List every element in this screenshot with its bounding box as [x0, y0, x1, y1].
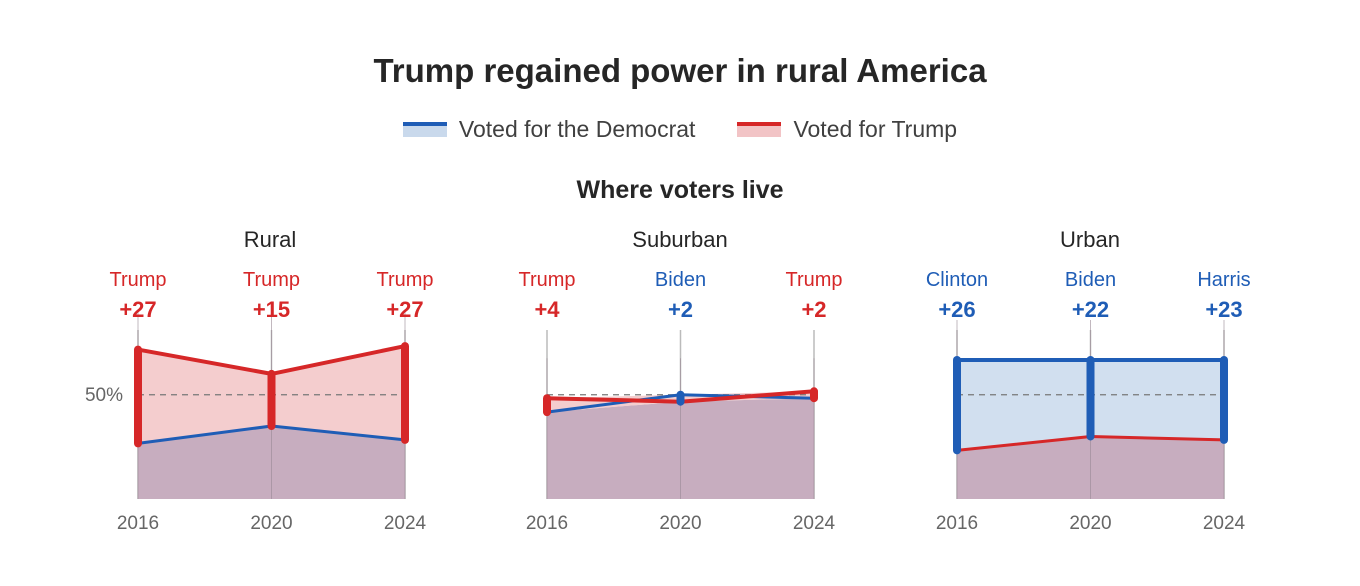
legend-label-trump: Voted for Trump: [793, 116, 958, 142]
legend-label-democrat: Voted for the Democrat: [458, 116, 696, 142]
winner-candidate-label: Clinton: [926, 269, 988, 291]
winner-margin-label: +26: [938, 297, 975, 322]
winner-margin-label: +27: [119, 297, 156, 322]
winner-candidate-label: Trump: [376, 269, 433, 291]
x-tick-label: 2024: [384, 513, 427, 534]
x-tick-label: 2020: [250, 513, 292, 534]
winner-margin-label: +4: [534, 297, 560, 322]
winner-candidate-label: Biden: [1065, 269, 1116, 291]
winner-margin-label: +2: [668, 297, 693, 322]
winner-candidate-label: Trump: [518, 269, 575, 291]
legend-swatch-democrat: [402, 122, 447, 137]
winner-candidate-label: Harris: [1197, 269, 1250, 291]
panel-urban: Urban Clinton +26 Biden +22 Harris +23 2016 2020…: [926, 227, 1251, 534]
panel-title: Rural: [244, 227, 297, 252]
winner-candidate-label: Trump: [109, 269, 166, 291]
panel-title: Urban: [1060, 227, 1120, 252]
winner-margin-label: +23: [1205, 297, 1242, 322]
panel-title: Suburban: [632, 227, 727, 252]
winner-margin-label: +22: [1072, 297, 1109, 322]
winner-candidate-label: Biden: [655, 269, 706, 291]
panel-suburban: Suburban Trump +4 Biden +2 Trump +2 2016 2020 202…: [518, 227, 842, 534]
fifty-percent-label: 50%: [85, 385, 123, 406]
x-tick-label: 2016: [526, 513, 568, 534]
legend-item-democrat: Voted for the Democrat: [402, 116, 696, 143]
winner-candidate-label: Trump: [785, 269, 842, 291]
x-tick-label: 2016: [117, 513, 159, 534]
chart-title: Trump regained power in rural America: [373, 52, 987, 89]
legend-swatch-trump: [737, 122, 782, 137]
panel-rural: Rural 50% Trump +27 Trump +15 Trump +27 2016 2020…: [85, 227, 434, 534]
winner-margin-label: +27: [386, 297, 423, 322]
x-tick-label: 2020: [1069, 513, 1111, 534]
winner-margin-label: +15: [253, 297, 290, 322]
x-tick-label: 2016: [936, 513, 978, 534]
chart-subtitle: Where voters live: [576, 176, 784, 204]
winner-candidate-label: Trump: [243, 269, 300, 291]
x-tick-label: 2024: [1203, 513, 1246, 534]
x-tick-label: 2020: [659, 513, 701, 534]
winner-margin-label: +2: [801, 297, 826, 322]
legend: Voted for the Democrat Voted for Trump: [0, 116, 1360, 143]
legend-item-trump: Voted for Trump: [737, 116, 957, 143]
x-tick-label: 2024: [793, 513, 836, 534]
